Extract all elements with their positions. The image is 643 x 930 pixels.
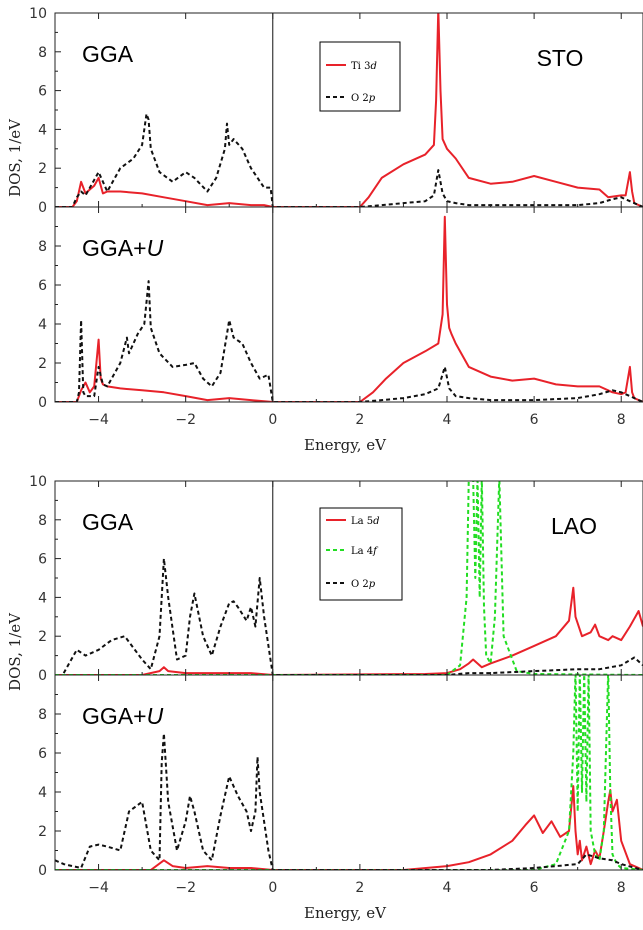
y-tick-label: 8 [38, 513, 47, 529]
series-line-la-5d [55, 586, 643, 675]
x-tick-label: −4 [88, 412, 109, 428]
y-tick-label: 8 [38, 45, 47, 61]
panel-method-label: GGA+U [82, 235, 164, 261]
lao-figure: GGA GGA+U LAO 0 2 4 6 8 10 0 2 4 6 8 −4 −2 0 2 4 6 8 La 5… [6, 474, 643, 922]
y-tick-label: 10 [29, 474, 47, 490]
y-tick-label: 0 [38, 863, 47, 879]
x-tick-label: 2 [355, 412, 364, 428]
series-line-la-4f [55, 675, 643, 870]
x-tick-label: 6 [530, 412, 539, 428]
material-label: STO [537, 45, 584, 71]
series-line-o-2p [55, 732, 643, 870]
y-tick-label: 0 [38, 395, 47, 411]
material-label: LAO [551, 513, 597, 539]
legend-box [319, 507, 403, 601]
x-tick-label: 6 [530, 880, 539, 896]
y-tick-label: 0 [38, 668, 47, 684]
series-line-ti-3d [55, 13, 643, 207]
series-line-o-2p [62, 557, 643, 675]
y-tick-label: 10 [29, 6, 47, 22]
x-tick-label: 8 [617, 412, 626, 428]
y-axis-label: DOS, 1/eV [6, 118, 24, 197]
x-tick-label: −2 [175, 412, 196, 428]
y-tick-label: 2 [38, 161, 47, 177]
x-tick-label: −2 [175, 880, 196, 896]
legend-label-la-5d: La 5d [351, 516, 380, 527]
y-tick-label: 8 [38, 707, 47, 723]
lao-axes: 0 2 4 6 8 10 0 2 4 6 8 −4 −2 0 2 4 6 8 [29, 474, 643, 896]
lao-gga-panel: GGA [55, 481, 643, 675]
y-tick-label: 8 [38, 239, 47, 255]
legend-label-la-4f: La 4f [351, 546, 379, 557]
y-tick-label: 0 [38, 200, 47, 216]
series-clip-group [55, 215, 643, 402]
panel-method-label: GGA [82, 509, 134, 535]
y-tick-label: 4 [38, 122, 47, 138]
y-tick-label: 4 [38, 590, 47, 606]
sto-figure: GGA GGA+U STO 0 2 4 6 8 10 0 2 4 6 8 −4 −2 0 2 4 6 8 Ti 3… [6, 6, 643, 454]
panel-method-label: GGA [82, 41, 134, 67]
x-tick-label: 0 [268, 880, 277, 896]
y-tick-label: 2 [38, 824, 47, 840]
sto-axes: 0 2 4 6 8 10 0 2 4 6 8 −4 −2 0 2 4 6 8 [29, 6, 643, 428]
series-line-o-2p [55, 280, 643, 402]
y-tick-label: 6 [38, 552, 47, 568]
y-tick-label: 2 [38, 629, 47, 645]
panel-method-label: GGA+U [82, 703, 164, 729]
series-line-o-2p [55, 112, 643, 207]
y-axis-label: DOS, 1/eV [6, 612, 24, 691]
y-tick-label: 4 [38, 785, 47, 801]
x-axis-label: Energy, eV [304, 436, 387, 454]
x-axis-label: Energy, eV [304, 904, 387, 922]
x-tick-label: 2 [355, 880, 364, 896]
sto-gga-u-panel: GGA+U [55, 215, 643, 402]
legend-label-ti-3d: Ti 3d [351, 61, 377, 72]
sto-gga-panel: GGA [55, 13, 643, 207]
y-tick-label: 6 [38, 84, 47, 100]
x-tick-label: 8 [617, 880, 626, 896]
legend-label-o-2p: O 2p [351, 93, 376, 104]
x-tick-label: 4 [443, 412, 452, 428]
legend-label-o-2p: O 2p [351, 579, 376, 590]
y-tick-label: 6 [38, 746, 47, 762]
x-tick-label: 0 [268, 412, 277, 428]
sto-legend: Ti 3d O 2p [319, 41, 401, 112]
series-clip-group [55, 13, 643, 207]
legend-box [319, 41, 401, 112]
series-line-la-4f [55, 481, 643, 675]
y-tick-label: 4 [38, 317, 47, 333]
lao-legend: La 5d La 4f O 2p [319, 507, 403, 601]
y-tick-label: 6 [38, 278, 47, 294]
y-tick-label: 2 [38, 356, 47, 372]
series-clip-group [55, 481, 643, 675]
x-tick-label: −4 [88, 880, 109, 896]
x-tick-label: 4 [443, 880, 452, 896]
